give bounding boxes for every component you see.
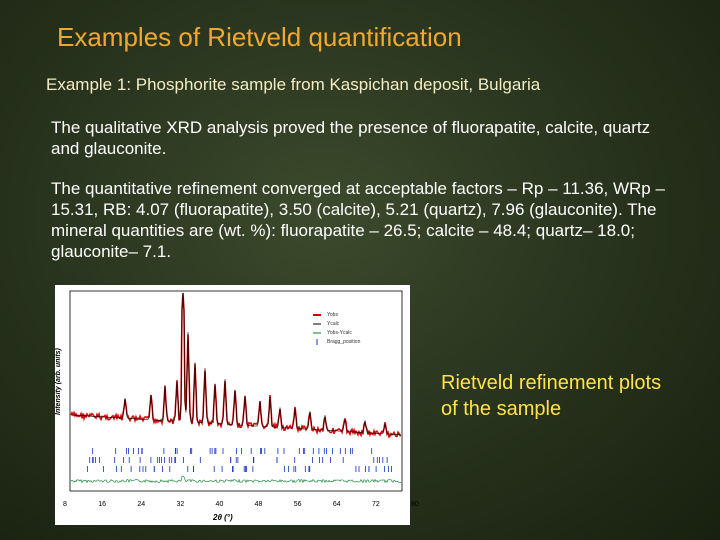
x-tick-label: 32 [176, 501, 185, 508]
legend-entry: Yobs-Ycalc [327, 330, 352, 336]
x-tick-label: 72 [371, 501, 380, 508]
difference-trace [70, 475, 402, 484]
xrd-figure: Intensity (arb. units) Yobs Ycalc Yobs-Y… [55, 285, 419, 525]
x-tick-label: 80 [411, 501, 419, 508]
calculated-trace [70, 292, 402, 436]
x-ticks: 8 16 24 32 40 48 56 64 72 80 [63, 501, 419, 508]
x-tick-label: 48 [254, 501, 263, 508]
legend-entry: Yobs [327, 312, 338, 318]
title: Examples of Rietveld quantification [57, 22, 462, 52]
x-axis-label: 2θ (°) [213, 513, 233, 522]
legend-entry: Bragg_position [327, 339, 361, 345]
x-tick-label: 24 [137, 501, 146, 508]
xrd-plot [69, 290, 403, 492]
caption: Rietveld refinement plots of the sample [441, 372, 662, 420]
x-tick-label: 64 [332, 501, 341, 508]
y-axis-label: Intensity (arb. units) [55, 348, 62, 415]
plot-frame [69, 290, 403, 492]
legend-entry: Ycalc [327, 321, 340, 327]
subtitle: Example 1: Phosphorite sample from Kaspi… [46, 75, 541, 94]
paragraph: The qualitative XRD analysis proved the … [51, 118, 651, 158]
legend: Yobs Ycalc Yobs-Ycalc Bragg_position [313, 311, 360, 347]
x-tick-label: 40 [215, 501, 224, 508]
x-tick-label: 56 [293, 501, 302, 508]
x-tick-label: 16 [98, 501, 107, 508]
x-tick-label: 8 [63, 501, 67, 508]
paragraph: The quantitative refinement converged at… [51, 179, 665, 261]
